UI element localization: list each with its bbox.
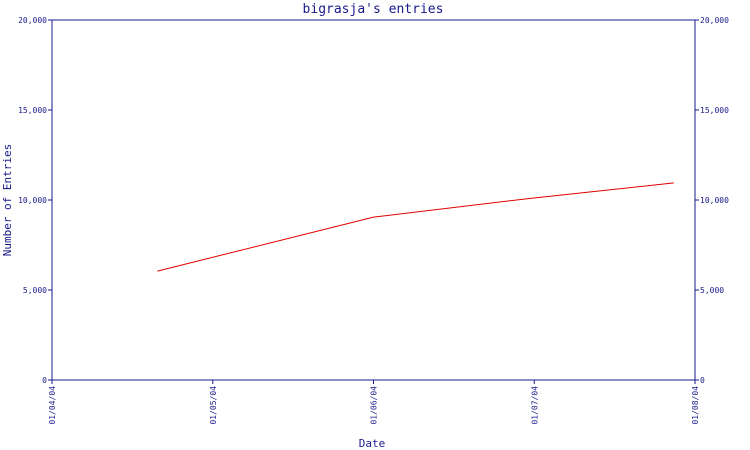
y-tick-label-right: 10,000	[700, 196, 729, 205]
y-tick-label-right: 20,000	[700, 16, 729, 25]
y-tick-label-left: 15,000	[18, 106, 47, 115]
x-tick-label: 01/06/04	[370, 386, 379, 425]
x-axis: 01/04/04 01/05/04 01/06/04 01/07/04 01/08/04	[48, 380, 700, 425]
y-axis-label: Number of Entries	[1, 144, 14, 257]
y-tick-label-right: 5,000	[700, 286, 724, 295]
series-line-0	[157, 182, 674, 272]
series-layer	[157, 182, 674, 272]
y-tick-label-left: 5,000	[23, 286, 47, 295]
y-tick-label-right: 0	[700, 376, 705, 385]
chart-title: bigrasja's entries	[303, 2, 444, 17]
y-tick-label-left: 0	[42, 376, 47, 385]
x-axis-label: Date	[359, 437, 386, 450]
y-axis-right: 0 5,000 10,000 15,000 20,000	[695, 16, 729, 385]
x-tick-label: 01/07/04	[530, 386, 539, 425]
x-tick-label: 01/04/04	[48, 386, 57, 425]
plot-frame	[51, 19, 696, 381]
y-tick-label-right: 15,000	[700, 106, 729, 115]
y-tick-label-left: 10,000	[18, 196, 47, 205]
x-tick-label: 01/05/04	[209, 386, 218, 425]
y-tick-label-left: 20,000	[18, 16, 47, 25]
y-axis-left: 0 5,000 10,000 15,000 20,000	[18, 16, 52, 385]
x-tick-label: 01/08/04	[691, 386, 700, 425]
